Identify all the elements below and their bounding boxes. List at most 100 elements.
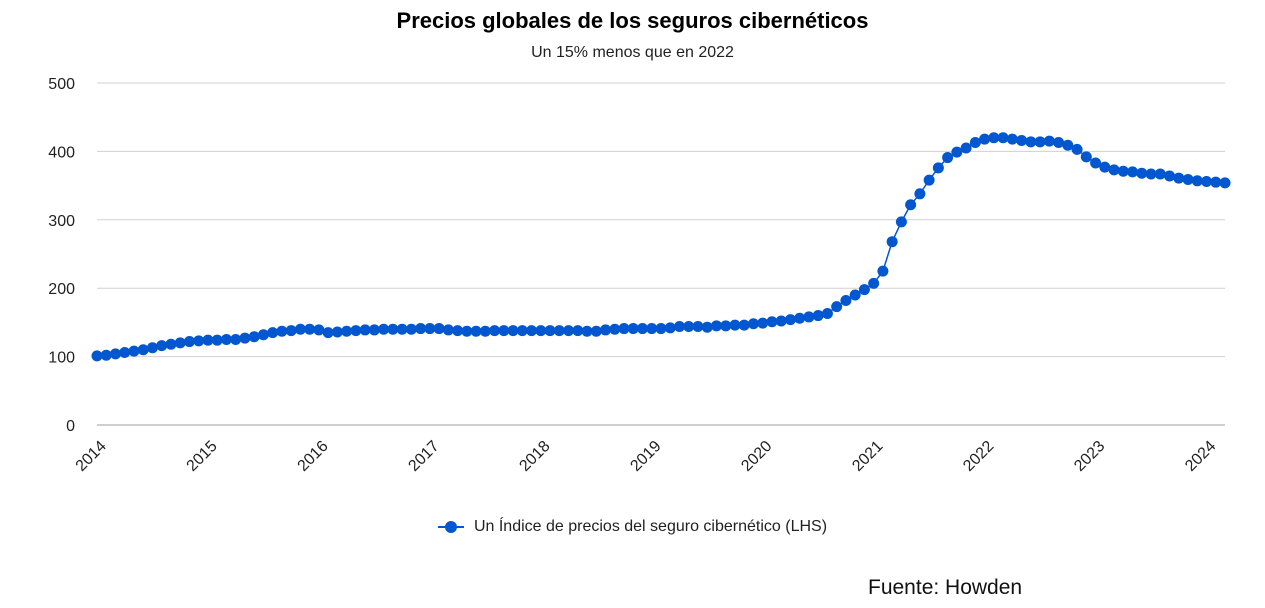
data-point — [220, 334, 232, 345]
data-point — [1108, 164, 1120, 176]
series-points-group — [91, 132, 1231, 362]
data-point — [637, 323, 649, 335]
data-point — [720, 320, 732, 332]
data-point — [794, 312, 806, 324]
data-point — [877, 265, 889, 277]
data-point — [886, 236, 898, 248]
data-point — [424, 323, 436, 335]
x-tick-label: 2021 — [849, 438, 886, 475]
data-point — [461, 325, 473, 337]
data-point — [442, 324, 454, 336]
data-point — [100, 349, 112, 361]
data-point — [498, 325, 510, 337]
data-point — [553, 325, 565, 337]
data-point — [331, 326, 343, 338]
data-point — [1136, 167, 1148, 179]
data-point — [489, 325, 501, 337]
x-tick-label: 2019 — [627, 438, 664, 475]
data-point — [840, 295, 852, 307]
data-point — [1145, 168, 1157, 180]
data-point — [479, 325, 491, 337]
x-axis-ticks: 2014 2015 2016 2017 2018 2019 2020 2021 2022 2023… — [73, 438, 1220, 475]
data-point — [646, 323, 658, 335]
data-point — [248, 331, 260, 343]
data-point — [858, 284, 870, 296]
grid-lines — [97, 82, 1225, 426]
data-point — [535, 325, 547, 337]
data-point — [572, 325, 584, 337]
data-point — [146, 342, 158, 354]
chart-title: Precios globales de los seguros cibernét… — [396, 8, 869, 33]
data-point — [239, 332, 251, 344]
x-tick-label: 2016 — [295, 438, 332, 475]
data-point — [969, 137, 981, 149]
data-point — [766, 316, 778, 328]
data-point — [895, 216, 907, 228]
data-point — [757, 317, 769, 329]
data-point — [1219, 177, 1231, 189]
data-point — [627, 323, 639, 335]
x-tick-label: 2017 — [405, 438, 442, 475]
x-tick-label: 2024 — [1182, 438, 1219, 475]
data-point — [156, 340, 168, 352]
data-point — [313, 324, 325, 336]
data-point — [470, 325, 482, 337]
data-point — [683, 321, 695, 333]
data-point — [405, 323, 417, 335]
data-point — [812, 310, 824, 322]
data-point — [396, 323, 408, 335]
x-tick-label: 2018 — [516, 438, 553, 475]
data-point — [433, 323, 445, 335]
data-point — [516, 325, 528, 337]
x-tick-label: 2020 — [738, 438, 775, 475]
data-point — [692, 321, 704, 333]
data-point — [1062, 139, 1074, 151]
legend: Un Índice de precios del seguro cibernét… — [0, 518, 1265, 536]
data-point — [923, 174, 935, 186]
data-point — [1173, 172, 1185, 184]
data-point — [618, 323, 630, 335]
data-point — [997, 132, 1009, 144]
data-point — [960, 142, 972, 154]
data-point — [415, 323, 427, 335]
data-point — [655, 323, 667, 335]
y-axis-ticks: 0 100 200 300 400 500 — [48, 76, 75, 435]
data-point — [803, 311, 815, 323]
data-point — [174, 337, 186, 349]
data-point — [1117, 165, 1129, 177]
data-point — [202, 334, 214, 346]
y-tick-label: 300 — [48, 213, 75, 230]
data-point — [729, 319, 741, 331]
data-point — [849, 289, 861, 301]
data-point — [322, 327, 334, 339]
data-point — [341, 325, 353, 337]
data-point — [1034, 136, 1046, 148]
data-point — [942, 152, 954, 164]
data-point — [276, 325, 288, 337]
legend-marker-icon — [437, 521, 464, 533]
data-point — [183, 336, 195, 348]
data-point — [1053, 137, 1065, 149]
data-point — [257, 329, 269, 341]
data-point — [831, 301, 843, 313]
data-point — [1071, 143, 1083, 155]
data-point — [988, 132, 1000, 144]
data-point — [1080, 151, 1092, 163]
data-point — [230, 334, 242, 345]
x-tick-label: 2015 — [184, 438, 221, 475]
chart-subtitle: Un 15% menos que en 2022 — [531, 44, 734, 61]
data-point — [590, 325, 602, 337]
data-point — [775, 315, 787, 327]
data-point — [368, 324, 380, 336]
data-point — [951, 146, 963, 158]
data-point — [193, 335, 205, 347]
data-point — [710, 320, 722, 332]
data-point — [563, 325, 575, 337]
data-point — [1090, 157, 1102, 169]
y-tick-label: 400 — [48, 144, 75, 161]
data-point — [137, 344, 149, 356]
y-tick-label: 0 — [66, 418, 75, 435]
data-point — [1154, 168, 1166, 180]
data-point — [1127, 166, 1139, 178]
data-point — [359, 324, 371, 336]
